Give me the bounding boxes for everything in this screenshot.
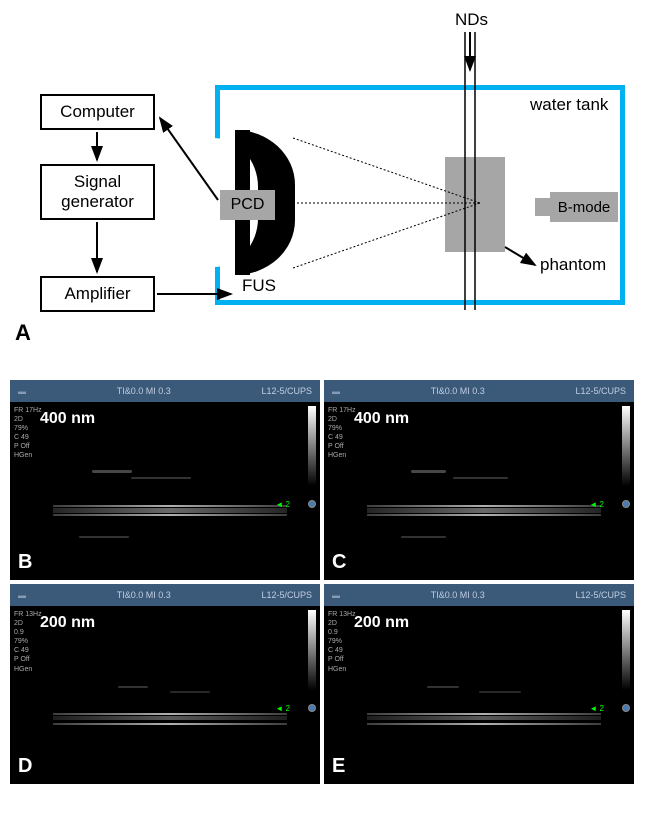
ultrasound-panel-e: ▬ TI&0.0 MI 0.3 L12-5/CUPS FR 13Hz 2D 0.… xyxy=(324,584,634,784)
us-green-marker: ◄ 2 xyxy=(275,500,290,509)
signal-generator-box: Signal generator xyxy=(40,164,155,220)
amplifier-label: Amplifier xyxy=(64,284,130,304)
ultrasound-row-1: ▬ TI&0.0 MI 0.3 L12-5/CUPS FR 17Hz 2D 79… xyxy=(10,380,638,580)
ultrasound-grid: ▬ TI&0.0 MI 0.3 L12-5/CUPS FR 17Hz 2D 79… xyxy=(10,380,638,784)
pcd-block: PCD xyxy=(220,190,275,220)
us-image-area xyxy=(354,606,614,784)
us-image-area xyxy=(40,606,300,784)
panel-letter-a: A xyxy=(15,320,31,346)
us-grayscale-bar xyxy=(622,406,630,486)
us-header-left: ▬ xyxy=(332,591,340,600)
us-marker-dot xyxy=(622,704,630,712)
bmode-label: B-mode xyxy=(558,199,611,216)
diagram-panel-a: NDs water tank Computer Signal generator… xyxy=(10,10,638,350)
us-grayscale-bar xyxy=(308,610,316,690)
us-sidebar: FR 17Hz 2D 79% C 49 P Off HGen xyxy=(14,406,42,461)
us-header-center: TI&0.0 MI 0.3 xyxy=(431,590,485,600)
tank-label: water tank xyxy=(530,95,608,115)
us-header-center: TI&0.0 MI 0.3 xyxy=(117,590,171,600)
us-sidebar: FR 13Hz 2D 0.9 79% C 49 P Off HGen xyxy=(14,610,42,674)
us-header-center: TI&0.0 MI 0.3 xyxy=(431,386,485,396)
us-header: ▬ TI&0.0 MI 0.3 L12-5/CUPS xyxy=(10,380,320,402)
us-marker-dot xyxy=(308,500,316,508)
us-header: ▬ TI&0.0 MI 0.3 L12-5/CUPS xyxy=(324,380,634,402)
us-header-left: ▬ xyxy=(18,387,26,396)
us-green-marker: ◄ 2 xyxy=(589,704,604,713)
pcd-label: PCD xyxy=(231,196,265,214)
us-header: ▬ TI&0.0 MI 0.3 L12-5/CUPS xyxy=(324,584,634,606)
nds-label: NDs xyxy=(455,10,488,30)
us-sidebar: FR 17Hz 2D 79% C 49 P Off HGen xyxy=(328,406,356,461)
us-header-left: ▬ xyxy=(18,591,26,600)
us-sidebar: FR 13Hz 2D 0.9 79% C 49 P Off HGen xyxy=(328,610,356,674)
us-header-center: TI&0.0 MI 0.3 xyxy=(117,386,171,396)
us-header-right: L12-5/CUPS xyxy=(575,590,626,600)
bmode-block: B-mode xyxy=(550,192,618,222)
us-grayscale-bar xyxy=(308,406,316,486)
ultrasound-panel-b: ▬ TI&0.0 MI 0.3 L12-5/CUPS FR 17Hz 2D 79… xyxy=(10,380,320,580)
computer-box: Computer xyxy=(40,94,155,130)
signal-gen-label: Signal generator xyxy=(61,172,134,212)
us-grayscale-bar xyxy=(622,610,630,690)
panel-letter-e: E xyxy=(332,755,345,778)
fus-label: FUS xyxy=(242,276,276,296)
panel-letter-b: B xyxy=(18,551,32,574)
phantom-label: phantom xyxy=(540,255,606,275)
computer-label: Computer xyxy=(60,102,135,122)
us-header-right: L12-5/CUPS xyxy=(261,386,312,396)
amplifier-box: Amplifier xyxy=(40,276,155,312)
us-header-right: L12-5/CUPS xyxy=(575,386,626,396)
panel-letter-c: C xyxy=(332,551,346,574)
us-header-left: ▬ xyxy=(332,387,340,396)
us-header: ▬ TI&0.0 MI 0.3 L12-5/CUPS xyxy=(10,584,320,606)
panel-letter-d: D xyxy=(18,755,32,778)
ultrasound-panel-d: ▬ TI&0.0 MI 0.3 L12-5/CUPS FR 13Hz 2D 0.… xyxy=(10,584,320,784)
us-marker-dot xyxy=(622,500,630,508)
us-marker-dot xyxy=(308,704,316,712)
ultrasound-panel-c: ▬ TI&0.0 MI 0.3 L12-5/CUPS FR 17Hz 2D 79… xyxy=(324,380,634,580)
us-green-marker: ◄ 2 xyxy=(275,704,290,713)
us-green-marker: ◄ 2 xyxy=(589,500,604,509)
us-image-area xyxy=(40,402,300,580)
us-header-right: L12-5/CUPS xyxy=(261,590,312,600)
ultrasound-row-2: ▬ TI&0.0 MI 0.3 L12-5/CUPS FR 13Hz 2D 0.… xyxy=(10,584,638,784)
phantom-block xyxy=(445,157,505,252)
us-image-area xyxy=(354,402,614,580)
